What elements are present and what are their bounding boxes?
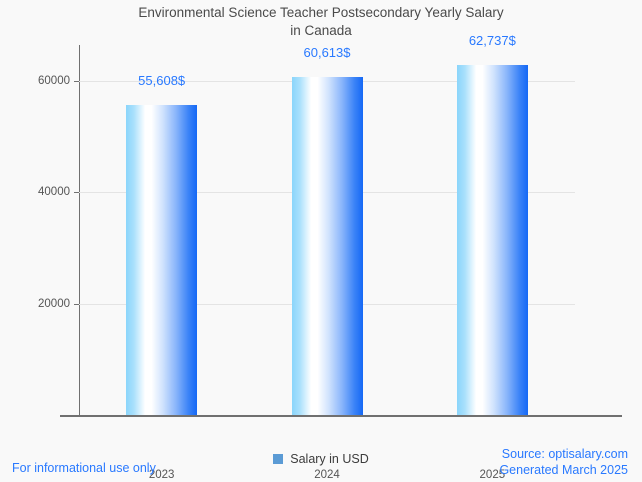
bar-2025[interactable] (456, 65, 528, 415)
y-tick-mark (74, 80, 79, 82)
y-axis-spine (79, 45, 80, 416)
y-tick-label: 40000 (38, 186, 70, 199)
footer-source-block: Source: optisalary.com Generated March 2… (499, 446, 628, 478)
bar-2023[interactable] (126, 105, 198, 415)
footer-generated: Generated March 2025 (499, 463, 628, 477)
footer-source: Source: optisalary.com (501, 447, 628, 461)
plot-area: 20000 40000 60000 2023 2024 2025 (38, 45, 575, 481)
x-tick-label: 2025 (479, 469, 506, 481)
y-tick-label: 20000 (38, 297, 70, 310)
bar-value-label: 60,613$ (303, 45, 351, 61)
y-tick-mark (74, 303, 79, 305)
x-tick-label: 2023 (148, 469, 175, 481)
y-tick-mark (74, 192, 79, 194)
y-tick-label: 60000 (38, 74, 70, 87)
chart-legend: Salary in USD (0, 452, 642, 466)
x-tick-label: 2024 (314, 469, 340, 481)
x-axis-spine (60, 415, 622, 417)
legend-item-salary-in-usd[interactable]: Salary in USD (273, 452, 369, 466)
legend-swatch-icon (273, 454, 284, 464)
bar-value-label: 55,608$ (138, 73, 186, 89)
chart-title: Environmental Science Teacher Postsecond… (138, 5, 504, 38)
footer-disclaimer: For informational use only (12, 461, 156, 475)
bar-2024[interactable] (291, 77, 363, 415)
bar-value-label: 62,737$ (468, 33, 516, 49)
legend-item-label: Salary in USD (290, 452, 369, 466)
